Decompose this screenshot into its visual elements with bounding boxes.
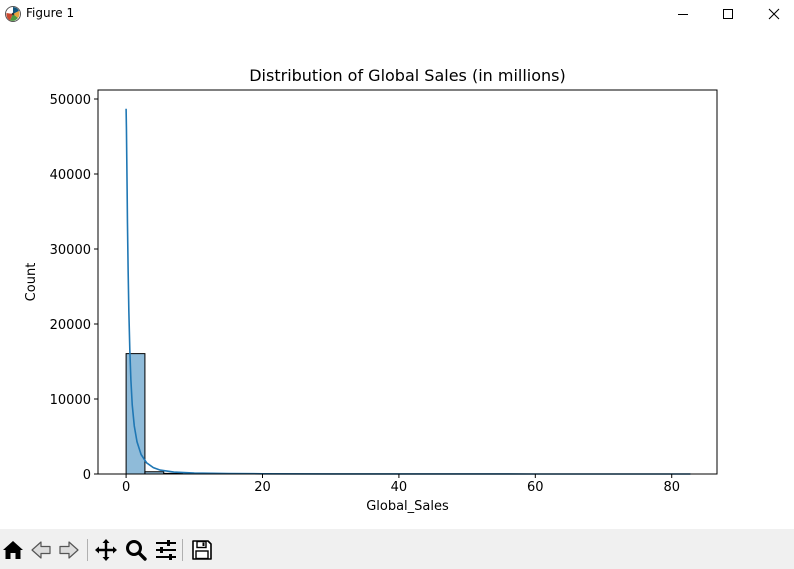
y-tick-label: 0 [83, 468, 91, 483]
home-icon [3, 541, 23, 559]
forward-button[interactable] [56, 537, 82, 563]
figure-canvas: 0 20 40 60 80 0 10000 20000 30000 40000 50000 Distr… [0, 28, 794, 529]
maximize-icon [723, 9, 733, 19]
pan-button[interactable] [93, 537, 119, 563]
x-tick-label: 0 [122, 480, 130, 495]
close-button[interactable] [751, 0, 794, 28]
matplotlib-icon [5, 6, 21, 22]
back-button[interactable] [28, 537, 54, 563]
histogram-chart: 0 20 40 60 80 0 10000 20000 30000 40000 50000 Distr… [24, 66, 718, 514]
zoom-button[interactable] [123, 537, 149, 563]
home-button[interactable] [0, 537, 26, 563]
back-arrow-icon [31, 541, 51, 559]
toolbar-separator [182, 539, 183, 561]
y-tick-label: 30000 [50, 243, 91, 258]
x-tick-label: 60 [527, 480, 544, 495]
x-tick-label: 20 [254, 480, 271, 495]
y-tick-label: 50000 [50, 93, 91, 108]
save-icon [192, 540, 212, 560]
maximize-button[interactable] [705, 0, 751, 28]
minimize-icon [678, 14, 688, 15]
navigation-toolbar [0, 529, 794, 569]
axes-frame [97, 89, 718, 475]
window-titlebar: Figure 1 [0, 0, 794, 28]
chart-title: Distribution of Global Sales (in million… [249, 66, 566, 85]
y-tick-label: 40000 [50, 168, 91, 183]
window-title: Figure 1 [26, 6, 75, 20]
kde-line [125, 108, 691, 475]
configure-subplots-icon [156, 540, 176, 560]
toolbar-separator [87, 539, 88, 561]
forward-arrow-icon [59, 541, 79, 559]
save-button[interactable] [189, 537, 215, 563]
x-tick-label: 40 [391, 480, 408, 495]
x-tick-label: 80 [663, 480, 680, 495]
x-axis-label: Global_Sales [366, 499, 449, 514]
pan-icon [95, 539, 117, 561]
close-icon [768, 8, 780, 20]
y-tick-label: 20000 [50, 318, 91, 333]
y-axis-label: Count [24, 263, 39, 302]
zoom-icon [126, 540, 147, 561]
y-tick-label: 10000 [50, 393, 91, 408]
configure-subplots-button[interactable] [153, 537, 179, 563]
minimize-button[interactable] [660, 0, 706, 28]
